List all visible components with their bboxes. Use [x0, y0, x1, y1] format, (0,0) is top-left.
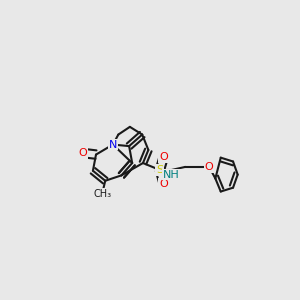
Text: O: O — [159, 179, 168, 189]
Text: O: O — [159, 152, 168, 162]
Text: CH₃: CH₃ — [93, 189, 111, 199]
Text: N: N — [109, 140, 117, 150]
Text: O: O — [205, 162, 214, 172]
Text: S: S — [156, 165, 164, 175]
Text: O: O — [79, 148, 87, 158]
Text: NH: NH — [163, 169, 180, 180]
